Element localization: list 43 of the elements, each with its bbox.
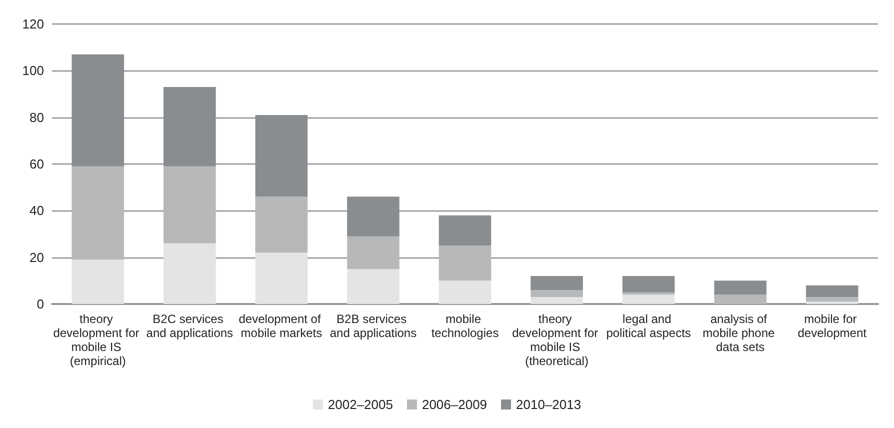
bar <box>714 294 766 304</box>
bar <box>72 260 124 304</box>
bar <box>347 269 400 304</box>
x-tick-label: mobile for development <box>798 312 868 340</box>
y-tick-label: 0 <box>36 296 44 312</box>
bar <box>438 280 492 304</box>
bar <box>530 276 583 290</box>
y-tick-label: 40 <box>30 203 44 218</box>
bar <box>164 166 216 244</box>
legend-label: 2010–2013 <box>516 397 582 412</box>
bar <box>806 297 858 302</box>
bar <box>622 294 675 304</box>
y-tick-label: 20 <box>30 250 44 265</box>
x-tick-label: analysis of mobile phone data sets <box>702 312 778 354</box>
legend-label: 2002–2005 <box>328 397 393 412</box>
bar <box>255 196 308 253</box>
x-tick-label: mobile technologies <box>431 312 499 340</box>
y-tick-label: 60 <box>30 156 44 172</box>
y-tick-label: 120 <box>22 16 44 32</box>
bar <box>72 166 124 260</box>
bar <box>164 87 216 166</box>
x-tick-label: legal and political aspects <box>606 312 691 340</box>
bar <box>806 285 858 297</box>
bar <box>438 215 492 246</box>
x-tick-label: development of mobile markets <box>238 312 324 340</box>
x-tick-label: theory development for mobile IS (empirical) <box>53 312 143 368</box>
x-tick-label: theory development for mobile IS (theoretical) <box>512 312 602 368</box>
bar <box>164 243 216 304</box>
bar <box>347 196 400 236</box>
bar <box>255 115 308 197</box>
bar <box>438 246 492 281</box>
bar <box>255 252 308 304</box>
x-tick-label: B2B services and applications <box>330 312 417 340</box>
x-tick-label: B2C services and applications <box>146 312 234 340</box>
y-tick-label: 100 <box>22 63 44 78</box>
legend-label: 2006–2009 <box>422 397 488 412</box>
bar <box>530 297 583 304</box>
y-tick-label: 80 <box>30 110 44 125</box>
bar <box>622 276 675 292</box>
bar <box>714 280 766 295</box>
bar <box>347 236 400 269</box>
bar <box>530 290 583 297</box>
bar <box>72 54 124 166</box>
